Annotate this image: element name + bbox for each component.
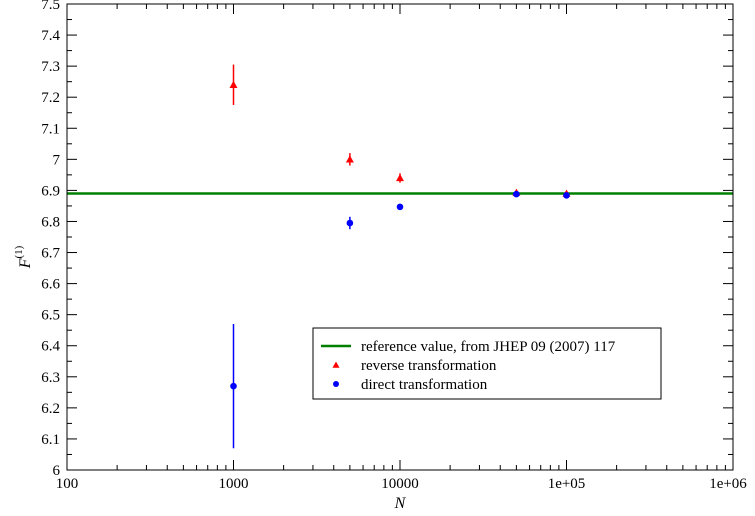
- y-tick-label: 6.4: [41, 339, 60, 355]
- y-tick-label: 6.1: [41, 432, 60, 448]
- y-tick-label: 6: [53, 463, 61, 479]
- y-tick-label: 6.2: [41, 401, 60, 417]
- x-axis-title: N: [394, 495, 407, 512]
- data-point: [230, 382, 237, 390]
- legend-label: reverse transformation: [361, 358, 497, 374]
- data-point: [346, 219, 354, 227]
- data-point: [229, 80, 238, 88]
- y-axis-title-sup: (1): [13, 245, 25, 258]
- y-tick-label: 7.4: [41, 28, 60, 44]
- y-tick-label: 6.5: [41, 308, 60, 324]
- y-tick-label: 7.1: [41, 121, 60, 137]
- axis-layer: 100 1000 10000 1e+05 1e+06 6 6.1 6.2 6.3 6.4 6.5 6.…: [41, 0, 747, 492]
- y-tick-label: 6.6: [41, 277, 60, 293]
- y-tick-label: 7.5: [41, 0, 60, 13]
- plot-frame: [66, 3, 734, 471]
- x-tick-label: 10000: [381, 476, 419, 492]
- y-tick-label: 6.3: [41, 370, 60, 386]
- y-tick-label: 6.8: [41, 214, 60, 230]
- y-axis-title-main: F: [17, 258, 34, 269]
- y-tick-label: 6.9: [41, 183, 60, 199]
- legend-swatch-triangle: [332, 361, 340, 368]
- data-point: [513, 190, 520, 198]
- plot-layer: [67, 64, 733, 449]
- legend-label: direct transformation: [361, 377, 488, 393]
- legend: reference value, from JHEP 09 (2007) 117…: [312, 327, 662, 400]
- x-tick-label: 1e+06: [709, 476, 747, 492]
- legend-label: reference value, from JHEP 09 (2007) 117: [361, 339, 616, 355]
- legend-box: [312, 327, 662, 400]
- x-tick-label: 100: [56, 476, 79, 492]
- data-point: [345, 155, 354, 163]
- legend-swatch-circle: [333, 381, 339, 387]
- y-tick-label: 7: [53, 152, 61, 168]
- y-tick-label: 6.7: [41, 246, 60, 262]
- series-circle: [230, 190, 570, 449]
- data-point: [396, 203, 404, 211]
- data-point: [396, 173, 404, 182]
- x-tick-label: 1000: [219, 476, 249, 492]
- y-axis-title: F(1): [13, 245, 34, 269]
- series-triangle: [229, 64, 571, 197]
- y-tick-label: 7.2: [41, 90, 60, 106]
- data-point: [563, 192, 570, 199]
- x-tick-label: 1e+05: [548, 476, 586, 492]
- y-tick-label: 7.3: [41, 59, 60, 75]
